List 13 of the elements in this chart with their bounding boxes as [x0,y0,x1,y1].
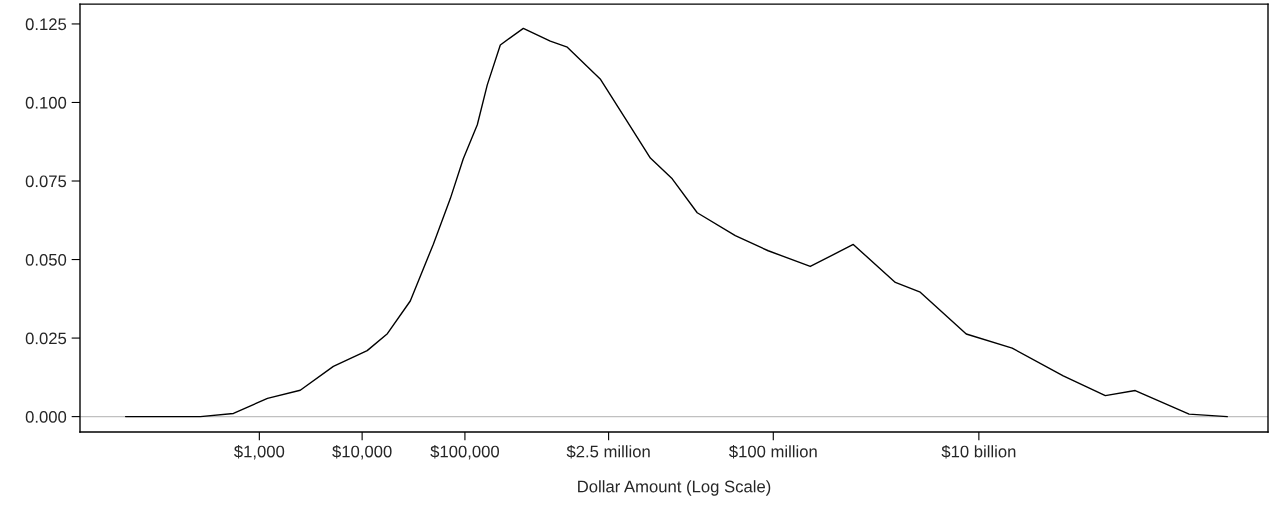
y-tick-label: 0.125 [25,18,67,31]
x-tick-label: $2.5 million [566,444,650,459]
x-tick-label: $100 million [729,444,817,459]
y-tick-label: 0.100 [25,96,67,109]
x-axis-title: Dollar Amount (Log Scale) [578,480,771,496]
x-tick-label: $100,000 [430,444,500,460]
x-tick-label: $1,000 [234,444,285,460]
y-tick-label: 0.050 [25,253,67,266]
y-tick-label: 0.000 [25,411,67,423]
y-tick-label: 0.025 [25,332,67,345]
x-tick-label: $10,000 [332,444,392,460]
x-tick-label: $10 billion [941,444,1016,459]
y-tick-label: 0.075 [25,175,67,188]
